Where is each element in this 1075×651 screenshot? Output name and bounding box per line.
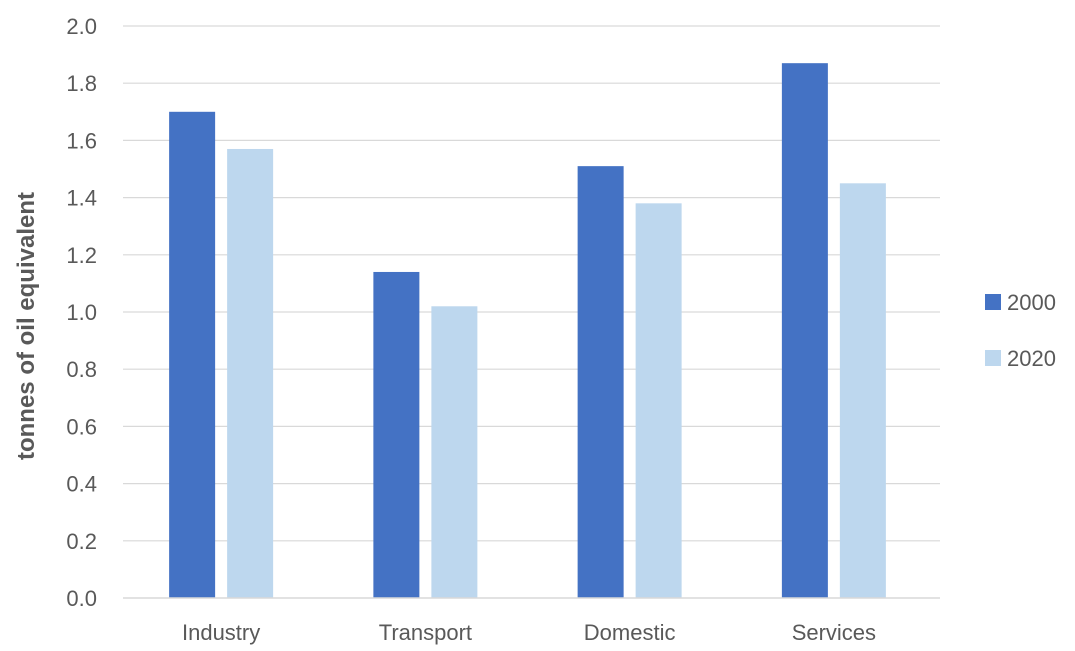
y-tick-label: 1.8 — [66, 71, 97, 96]
bar-2020-transport — [431, 306, 478, 598]
legend-swatch-2020 — [985, 350, 1001, 366]
bar-2000-industry — [169, 111, 216, 599]
y-tick-label: 0.2 — [66, 529, 97, 554]
legend-label-2000: 2000 — [1007, 290, 1056, 315]
bar-2020-industry — [227, 148, 274, 599]
x-category-label: Services — [792, 620, 876, 645]
bar-2000-services — [781, 63, 828, 599]
bar-2020-services — [839, 183, 886, 599]
y-tick-label: 1.0 — [66, 300, 97, 325]
y-tick-label: 1.2 — [66, 243, 97, 268]
x-category-label: Domestic — [584, 620, 676, 645]
y-tick-label: 0.0 — [66, 586, 97, 611]
y-tick-label: 2.0 — [66, 14, 97, 39]
y-tick-label: 0.8 — [66, 357, 97, 382]
bars — [169, 63, 886, 599]
y-tick-label: 0.6 — [66, 414, 97, 439]
legend: 2000 2020 — [985, 290, 1056, 371]
bar-2000-transport — [373, 271, 420, 598]
bar-2020-domestic — [635, 203, 682, 598]
x-axis-categories: Industry Transport Domestic Services — [182, 620, 876, 645]
bar-2000-domestic — [577, 166, 624, 598]
y-tick-label: 0.4 — [66, 472, 97, 497]
y-axis-ticks: 0.0 0.2 0.4 0.6 0.8 1.0 1.2 1.4 1.6 1.8 2.0 — [66, 14, 97, 611]
y-axis-label: tonnes of oil equivalent — [13, 192, 40, 460]
legend-label-2020: 2020 — [1007, 346, 1056, 371]
y-tick-label: 1.6 — [66, 128, 97, 153]
x-category-label: Industry — [182, 620, 260, 645]
legend-swatch-2000 — [985, 294, 1001, 310]
y-tick-label: 1.4 — [66, 186, 97, 211]
x-category-label: Transport — [379, 620, 472, 645]
